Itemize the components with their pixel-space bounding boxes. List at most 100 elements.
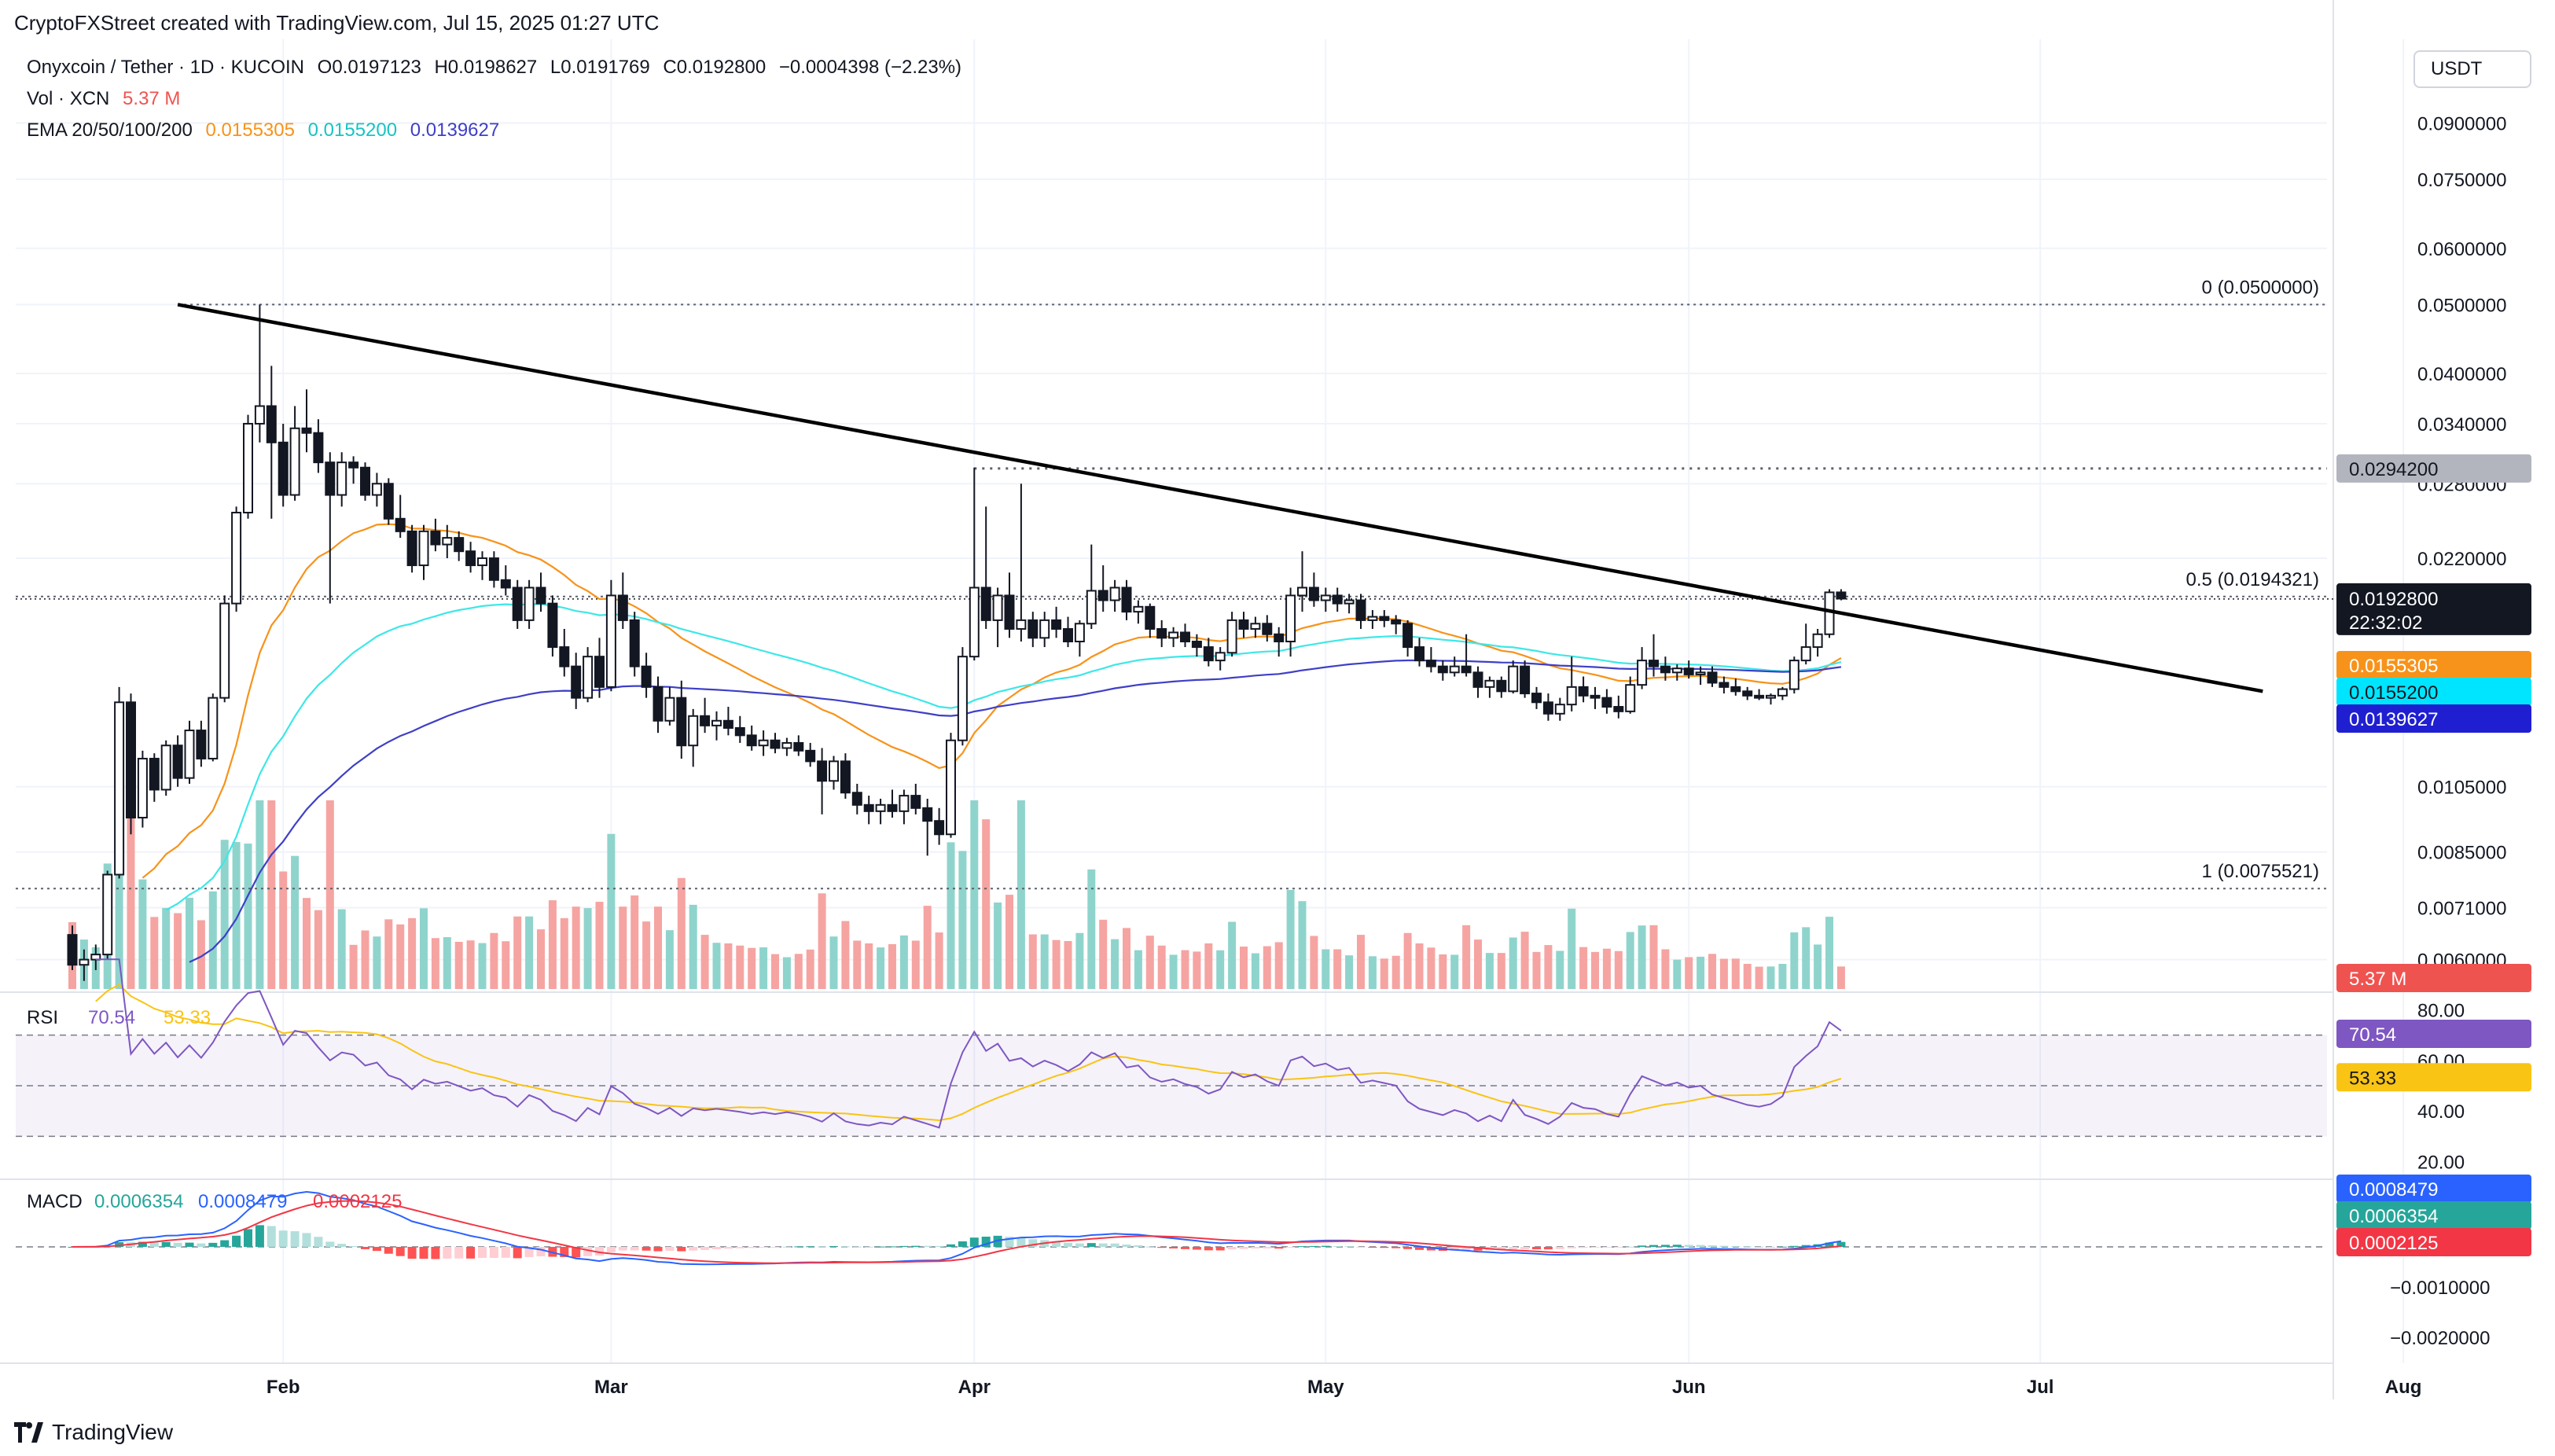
volume-bar <box>1661 949 1670 989</box>
candle-body <box>1308 586 1319 601</box>
volume-bar <box>244 844 252 989</box>
macd-histogram-bar <box>407 1247 417 1259</box>
macd-histogram-bar <box>1626 1246 1635 1248</box>
macd-histogram-bar <box>1836 1241 1846 1247</box>
candle-body <box>1168 631 1179 639</box>
candle-body <box>793 741 804 752</box>
macd-histogram-bar <box>267 1226 276 1247</box>
macd-histogram-badge: 0.0006354 <box>2349 1206 2438 1227</box>
macd-histogram-bar <box>1450 1247 1459 1251</box>
macd-histogram-bar <box>911 1245 921 1247</box>
time-axis-tick: Jul <box>2027 1377 2054 1398</box>
macd-histogram-bar <box>1509 1247 1518 1250</box>
rsi-axis-tick: 20.00 <box>2417 1152 2465 1173</box>
macd-histogram-bar <box>1755 1246 1764 1248</box>
legend-row-volume[interactable]: Vol · XCN 5.37 M <box>27 83 969 115</box>
candle-body <box>1039 619 1050 639</box>
volume-bar <box>782 957 791 989</box>
macd-histogram-bar <box>1380 1247 1389 1248</box>
volume-bar <box>1357 935 1365 989</box>
rsi-label: RSI <box>27 1007 58 1028</box>
candle-body <box>605 594 616 688</box>
volume-bar <box>150 917 159 989</box>
candle-body <box>887 803 898 812</box>
macd-histogram-bar <box>1719 1245 1729 1247</box>
candle-body <box>1121 586 1132 613</box>
rsi-value: 70.54 <box>88 1007 135 1028</box>
volume-bar <box>291 855 300 989</box>
footer: TradingView <box>14 1420 173 1445</box>
macd-histogram-bar <box>1532 1247 1541 1250</box>
volume-bar <box>865 943 873 989</box>
macd-histogram-bar <box>1708 1245 1717 1247</box>
macd-histogram-bar <box>1543 1247 1553 1250</box>
volume-bar <box>1322 949 1330 989</box>
macd-histogram-bar <box>1064 1242 1072 1247</box>
legend-row-ema[interactable]: EMA 20/50/100/200 0.0155305 0.0155200 0.… <box>27 115 969 146</box>
macd-histogram-bar <box>642 1247 651 1251</box>
candle-body <box>1215 652 1226 662</box>
candle-body <box>126 701 136 819</box>
volume-bar <box>994 902 1002 989</box>
volume-bar <box>1509 937 1517 989</box>
macd-histogram-bar <box>1473 1247 1483 1251</box>
volume-bar <box>947 842 955 989</box>
volume-bar <box>1134 950 1142 989</box>
macd-histogram-bar <box>1157 1247 1167 1248</box>
countdown-badge: 22:32:02 <box>2349 612 2422 634</box>
candle-body <box>1496 679 1507 693</box>
candle-body <box>1472 671 1483 688</box>
volume-bar <box>841 921 850 989</box>
legend-vol-label: Vol · XCN <box>27 88 110 109</box>
candle-body <box>383 483 394 520</box>
volume-bar <box>1181 950 1189 989</box>
tradingview-logo-icon <box>14 1422 44 1443</box>
price-axis-tick: 0.0071000 <box>2417 898 2506 919</box>
legend-row-symbol[interactable]: Onyxcoin / Tether · 1D · KUCOIN O0.01971… <box>27 52 969 83</box>
volume-bar <box>1157 945 1166 989</box>
volume-bar <box>1614 950 1623 989</box>
volume-bar <box>958 851 967 989</box>
macd-histogram-bar <box>735 1247 744 1248</box>
macd-histogram-bar <box>349 1245 358 1247</box>
macd-histogram-bar <box>770 1247 780 1248</box>
volume-bar <box>759 947 768 989</box>
candle-body <box>1097 590 1108 601</box>
volume-bar <box>174 913 182 989</box>
volume-bar <box>443 937 451 989</box>
volume-bar <box>1310 936 1318 989</box>
last-price-badge-bg <box>2336 583 2531 635</box>
candle-body <box>781 741 792 749</box>
candle-body <box>102 873 113 956</box>
time-axis-tick: Mar <box>594 1377 628 1398</box>
fib-label: 0.5 (0.0194321) <box>2186 569 2319 590</box>
macd-histogram-bar <box>1461 1247 1471 1251</box>
macd-histogram-bar <box>1344 1246 1354 1248</box>
price-axis: 80.0060.0040.0020.00−0.0010000−0.0020000… <box>2390 113 2506 1349</box>
volume-bar <box>1193 951 1201 989</box>
candle-body <box>1461 665 1472 674</box>
candle-body <box>1730 686 1741 693</box>
candle-body <box>348 461 359 469</box>
volume-bar <box>1556 950 1564 989</box>
volume-bar <box>1274 942 1283 989</box>
macd-axis-tick: −0.0010000 <box>2390 1278 2490 1299</box>
candle-body <box>969 586 980 658</box>
candle-body <box>1274 633 1285 642</box>
volume-bar <box>1766 966 1775 989</box>
footer-brand: TradingView <box>52 1420 174 1444</box>
macd-histogram-bar <box>419 1247 428 1259</box>
volume-bar <box>1697 956 1705 989</box>
rsi-badge: 70.54 <box>2349 1024 2396 1046</box>
volume-bar <box>408 917 417 989</box>
candle-body <box>442 537 453 546</box>
volume-bar <box>162 907 171 989</box>
candle-body <box>1074 623 1085 642</box>
macd-histogram-bar <box>958 1241 967 1247</box>
macd-histogram-bar <box>1696 1245 1705 1247</box>
macd-histogram-bar <box>185 1242 194 1247</box>
currency-button[interactable]: USDT <box>2413 50 2531 88</box>
macd-histogram-bar <box>149 1242 159 1247</box>
legend-low: L0.0191769 <box>550 57 650 78</box>
